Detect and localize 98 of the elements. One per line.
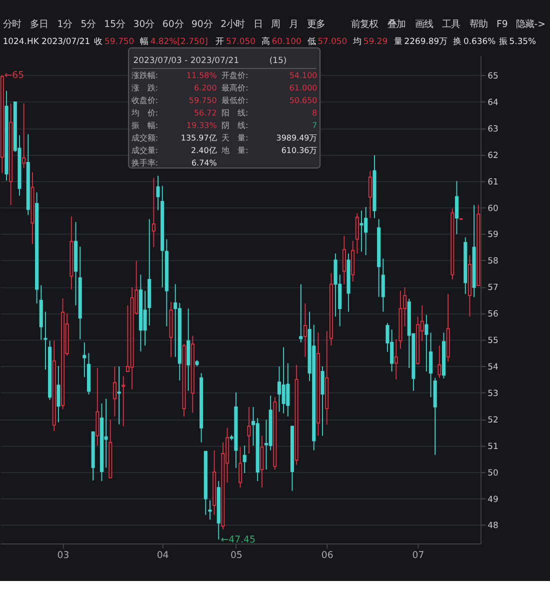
text: 多日 xyxy=(30,19,48,30)
candlestick xyxy=(82,342,86,378)
text: 高 xyxy=(261,36,270,46)
candlestick xyxy=(320,366,324,436)
text: 工具 xyxy=(442,19,460,30)
text: 15分 xyxy=(104,19,126,30)
text: 收 xyxy=(94,36,102,46)
candlestick xyxy=(381,258,385,312)
text: 60.100 xyxy=(272,36,302,46)
candlestick xyxy=(282,346,286,414)
candlestick xyxy=(355,212,359,254)
candlestick xyxy=(428,332,433,398)
text: 4.82%[2.750] xyxy=(150,36,208,46)
text: 周 xyxy=(271,19,280,30)
text: 5.35% xyxy=(509,36,536,46)
candlestick xyxy=(342,235,346,285)
text: 59.750 xyxy=(104,36,134,46)
text: 1024.HK 2023/07/21 xyxy=(2,36,90,46)
x-tick-label: 03 xyxy=(57,550,70,561)
candlestick xyxy=(360,210,364,252)
candlestick xyxy=(122,376,126,427)
candlestick xyxy=(112,366,116,417)
text: 57.050 xyxy=(226,36,256,46)
candlestick xyxy=(438,345,442,378)
candlestick xyxy=(152,177,156,248)
x-tick-label: 05 xyxy=(230,550,242,561)
text: 日 xyxy=(253,19,262,30)
candlestick xyxy=(56,365,60,423)
text: 57.050 xyxy=(318,36,348,46)
text: 画线 xyxy=(414,19,433,30)
y-tick-label: 53 xyxy=(488,388,498,398)
text: 量 xyxy=(394,36,402,46)
y-tick-label: 55 xyxy=(488,335,498,346)
text: 叠加 xyxy=(388,19,406,30)
annotation: (15) xyxy=(269,54,287,65)
text: 90分 xyxy=(191,19,212,30)
text: 5分 xyxy=(80,19,96,30)
y-tick-label: 61 xyxy=(488,176,498,186)
text: 1分 xyxy=(57,19,72,30)
candlestick xyxy=(368,170,372,219)
text: 振 xyxy=(498,36,507,46)
candlestick xyxy=(299,284,303,343)
annotation: ←65 xyxy=(4,70,24,82)
candlestick xyxy=(454,180,459,235)
text: 2小时 xyxy=(220,19,245,30)
y-tick-label: 63 xyxy=(488,123,498,134)
candlestick xyxy=(303,303,307,358)
text: F9 xyxy=(496,19,508,30)
text: 更多 xyxy=(306,19,325,30)
candlestick xyxy=(277,366,282,412)
text: 月 xyxy=(289,19,298,30)
candlestick xyxy=(238,446,242,488)
x-tick-label: 04 xyxy=(156,550,169,561)
y-tick-label: 57 xyxy=(488,282,498,292)
candlestick xyxy=(156,175,160,211)
candlestick xyxy=(260,435,264,488)
y-tick-label: 59 xyxy=(488,229,498,240)
text: 低 xyxy=(307,36,316,46)
candlestick xyxy=(286,362,290,417)
candlestick xyxy=(208,500,212,520)
candlestick xyxy=(242,445,246,474)
y-tick-label: 54 xyxy=(488,361,498,372)
y-tick-label: 58 xyxy=(488,256,498,266)
text: 帮助 xyxy=(469,19,488,30)
y-tick-label: 65 xyxy=(488,70,498,81)
candlestick xyxy=(22,103,26,169)
annotation: ←47.45 xyxy=(220,534,256,546)
text: 换 xyxy=(453,36,462,46)
text: 前复权 xyxy=(351,19,378,30)
text: 59.29 xyxy=(363,36,388,46)
text: 60分 xyxy=(162,19,184,30)
text: 幅 xyxy=(140,36,148,46)
text: 2269.89万 xyxy=(404,36,448,46)
y-tick-label: 62 xyxy=(488,150,498,160)
candlestick xyxy=(247,406,251,454)
annotation: 2023/07/03 - 2023/07/21 xyxy=(133,54,239,65)
text: 分时 xyxy=(2,19,21,30)
candlestick xyxy=(117,366,121,425)
text: 均 xyxy=(352,36,362,46)
x-tick-label: 07 xyxy=(412,550,424,561)
x-tick-label: 06 xyxy=(321,550,334,561)
y-tick-label: 50 xyxy=(488,467,498,478)
text: 0.636% xyxy=(463,36,496,46)
candlestick xyxy=(394,338,398,380)
candlestick xyxy=(424,314,428,372)
y-tick-label: 60 xyxy=(488,202,498,213)
candlestick xyxy=(44,311,48,370)
text: 开 xyxy=(216,36,224,46)
text: 30分 xyxy=(133,19,154,30)
y-tick-label: 48 xyxy=(488,520,498,530)
y-tick-label: 52 xyxy=(488,414,498,424)
y-tick-label: 49 xyxy=(488,494,498,504)
text: 隐藏-> xyxy=(516,19,546,30)
candlestick xyxy=(143,290,147,346)
y-tick-label: 64 xyxy=(488,96,498,107)
candlestick xyxy=(104,398,108,468)
y-tick-label: 56 xyxy=(488,308,498,319)
y-tick-label: 51 xyxy=(488,440,498,451)
